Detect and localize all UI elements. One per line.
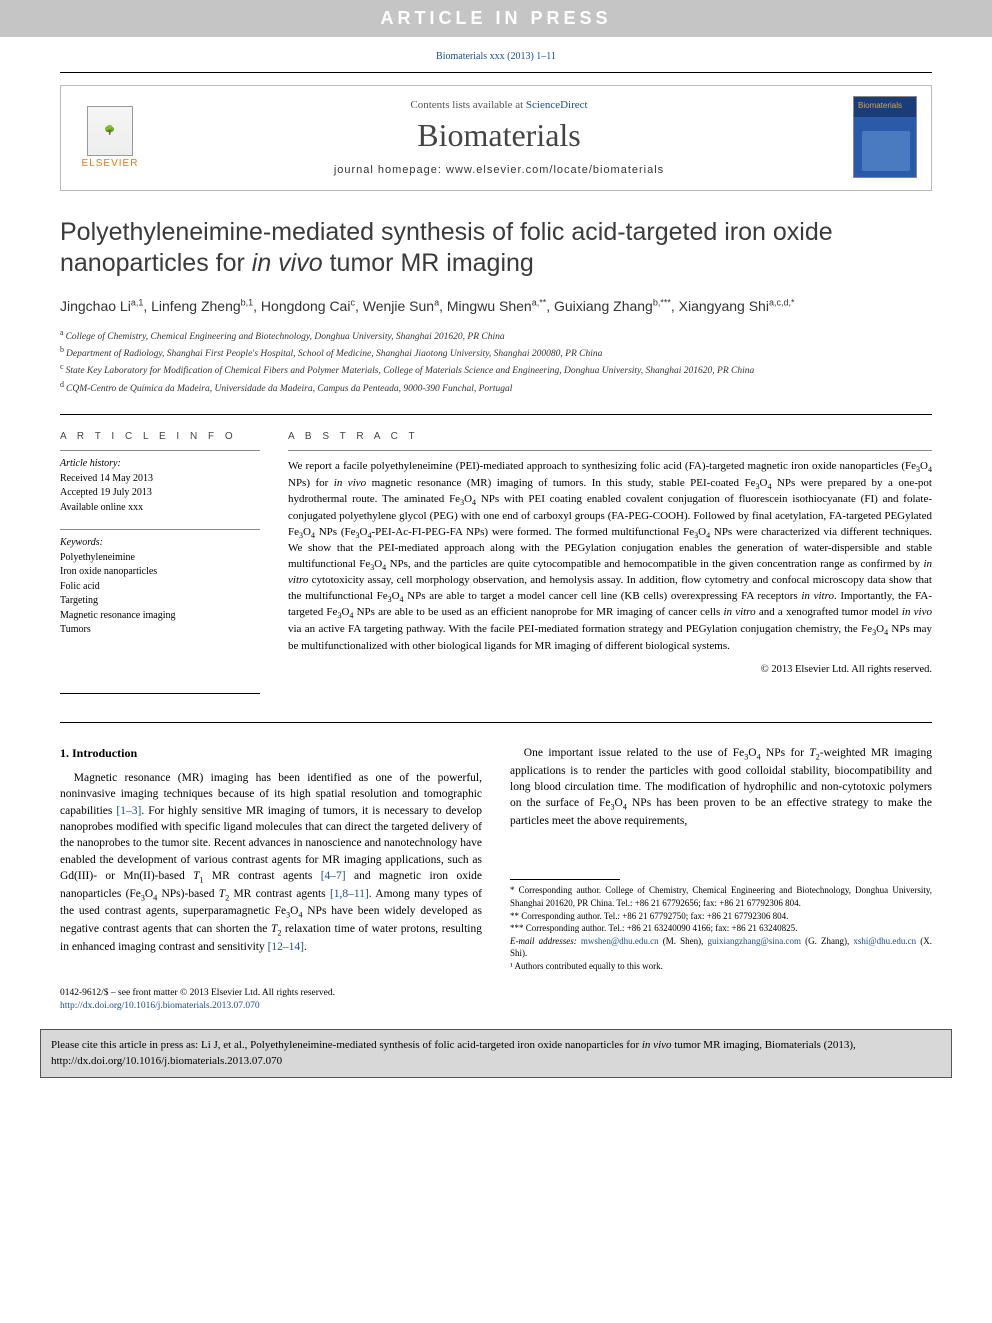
issn-line: 0142-9612/$ – see front matter © 2013 El…	[60, 987, 932, 1000]
rule-above-info	[60, 414, 932, 415]
title-em: in vivo	[252, 249, 323, 277]
corr-author-3: *** Corresponding author. Tel.: +86 21 6…	[510, 922, 932, 935]
ref-link[interactable]: [4–7]	[321, 870, 346, 882]
affiliation-c: cState Key Laboratory for Modification o…	[60, 361, 932, 378]
journal-cover-thumb[interactable]: Biomaterials	[853, 96, 917, 178]
article-in-press-banner: ARTICLE IN PRESS	[0, 0, 992, 37]
article-history: Article history: Received 14 May 2013 Ac…	[60, 457, 260, 515]
keyword: Targeting	[60, 594, 260, 609]
affiliation-b: bDepartment of Radiology, Shanghai First…	[60, 344, 932, 361]
top-citation: Biomaterials xxx (2013) 1–11	[0, 37, 992, 72]
homepage-label: journal homepage:	[334, 164, 446, 176]
email-1[interactable]: mwshen@dhu.edu.cn	[581, 936, 659, 946]
article-info-column: A R T I C L E I N F O Article history: R…	[60, 431, 260, 675]
cover-thumb-title: Biomaterials	[858, 101, 902, 110]
keyword: Polyethyleneimine	[60, 551, 260, 566]
equal-contrib-note: ¹ Authors contributed equally to this wo…	[510, 960, 932, 973]
keywords-block: Keywords: PolyethyleneimineIron oxide na…	[60, 536, 260, 638]
elsevier-logo[interactable]: 🌳 ELSEVIER	[75, 97, 145, 177]
ref-link[interactable]: [1–3]	[116, 805, 141, 817]
ref-link[interactable]: [12–14]	[268, 941, 304, 953]
keyword: Magnetic resonance imaging	[60, 609, 260, 624]
email-1-who: (M. Shen),	[659, 936, 708, 946]
emails-line: E-mail addresses: mwshen@dhu.edu.cn (M. …	[510, 935, 932, 960]
received-date: Received 14 May 2013	[60, 472, 260, 487]
keywords-list: PolyethyleneimineIron oxide nanoparticle…	[60, 551, 260, 638]
history-label: Article history:	[60, 457, 260, 472]
title-post: tumor MR imaging	[323, 249, 534, 277]
affiliation-a: aCollege of Chemistry, Chemical Engineer…	[60, 327, 932, 344]
journal-brand: Biomaterials	[145, 117, 853, 154]
section-1-para-1: Magnetic resonance (MR) imaging has been…	[60, 770, 482, 955]
footnotes: * Corresponding author. College of Chemi…	[510, 879, 932, 972]
rule-below-abs-left	[60, 693, 260, 694]
affiliations: aCollege of Chemistry, Chemical Engineer…	[60, 327, 932, 397]
homepage-url[interactable]: www.elsevier.com/locate/biomaterials	[446, 164, 664, 176]
masthead-center: Contents lists available at ScienceDirec…	[145, 99, 853, 176]
doi-link[interactable]: http://dx.doi.org/10.1016/j.biomaterials…	[60, 1001, 260, 1011]
emails-label: E-mail addresses:	[510, 936, 581, 946]
abstract-text: We report a facile polyethyleneimine (PE…	[288, 459, 932, 654]
online-date: Available online xxx	[60, 501, 260, 516]
body-columns: 1. Introduction Magnetic resonance (MR) …	[60, 745, 932, 972]
elsevier-text: ELSEVIER	[82, 158, 139, 169]
abstract-column: A B S T R A C T We report a facile polye…	[288, 431, 932, 675]
journal-masthead: 🌳 ELSEVIER Contents lists available at S…	[60, 85, 932, 191]
email-2-who: (G. Zhang),	[801, 936, 853, 946]
ai-rule-2	[60, 529, 260, 530]
ai-rule	[60, 450, 260, 451]
ref-link[interactable]: [1,8–11]	[330, 888, 369, 900]
footer-meta: 0142-9612/$ – see front matter © 2013 El…	[60, 987, 932, 1014]
elsevier-tree-icon: 🌳	[87, 106, 133, 156]
keyword: Folic acid	[60, 580, 260, 595]
email-2[interactable]: guixiangzhang@sina.com	[708, 936, 802, 946]
rule-below-abs	[60, 722, 932, 723]
section-1-para-2: One important issue related to the use o…	[510, 745, 932, 829]
contents-prefix: Contents lists available at	[410, 99, 525, 111]
abstract-heading: A B S T R A C T	[288, 431, 932, 442]
email-3[interactable]: xshi@dhu.edu.cn	[853, 936, 916, 946]
keyword: Iron oxide nanoparticles	[60, 565, 260, 580]
keywords-label: Keywords:	[60, 536, 260, 551]
corr-author-2: ** Corresponding author. Tel.: +86 21 67…	[510, 910, 932, 923]
cover-thumb-image	[862, 131, 910, 171]
article-info-heading: A R T I C L E I N F O	[60, 431, 260, 442]
keyword: Tumors	[60, 623, 260, 638]
sciencedirect-link[interactable]: ScienceDirect	[526, 99, 588, 111]
author-list: Jingchao Lia,1, Linfeng Zhengb,1, Hongdo…	[60, 296, 932, 317]
citation-box: Please cite this article in press as: Li…	[40, 1029, 952, 1078]
homepage-line: journal homepage: www.elsevier.com/locat…	[145, 164, 853, 176]
section-1-heading: 1. Introduction	[60, 745, 482, 762]
affiliation-d: dCQM-Centro de Química da Madeira, Unive…	[60, 379, 932, 396]
article-title: Polyethyleneimine-mediated synthesis of …	[60, 217, 932, 280]
corr-author-1: * Corresponding author. College of Chemi…	[510, 884, 932, 909]
contents-line: Contents lists available at ScienceDirec…	[145, 99, 853, 111]
footnote-rule	[510, 879, 620, 880]
abs-rule	[288, 450, 932, 451]
rule-top	[60, 72, 932, 73]
accepted-date: Accepted 19 July 2013	[60, 486, 260, 501]
abstract-copyright: © 2013 Elsevier Ltd. All rights reserved…	[288, 664, 932, 675]
